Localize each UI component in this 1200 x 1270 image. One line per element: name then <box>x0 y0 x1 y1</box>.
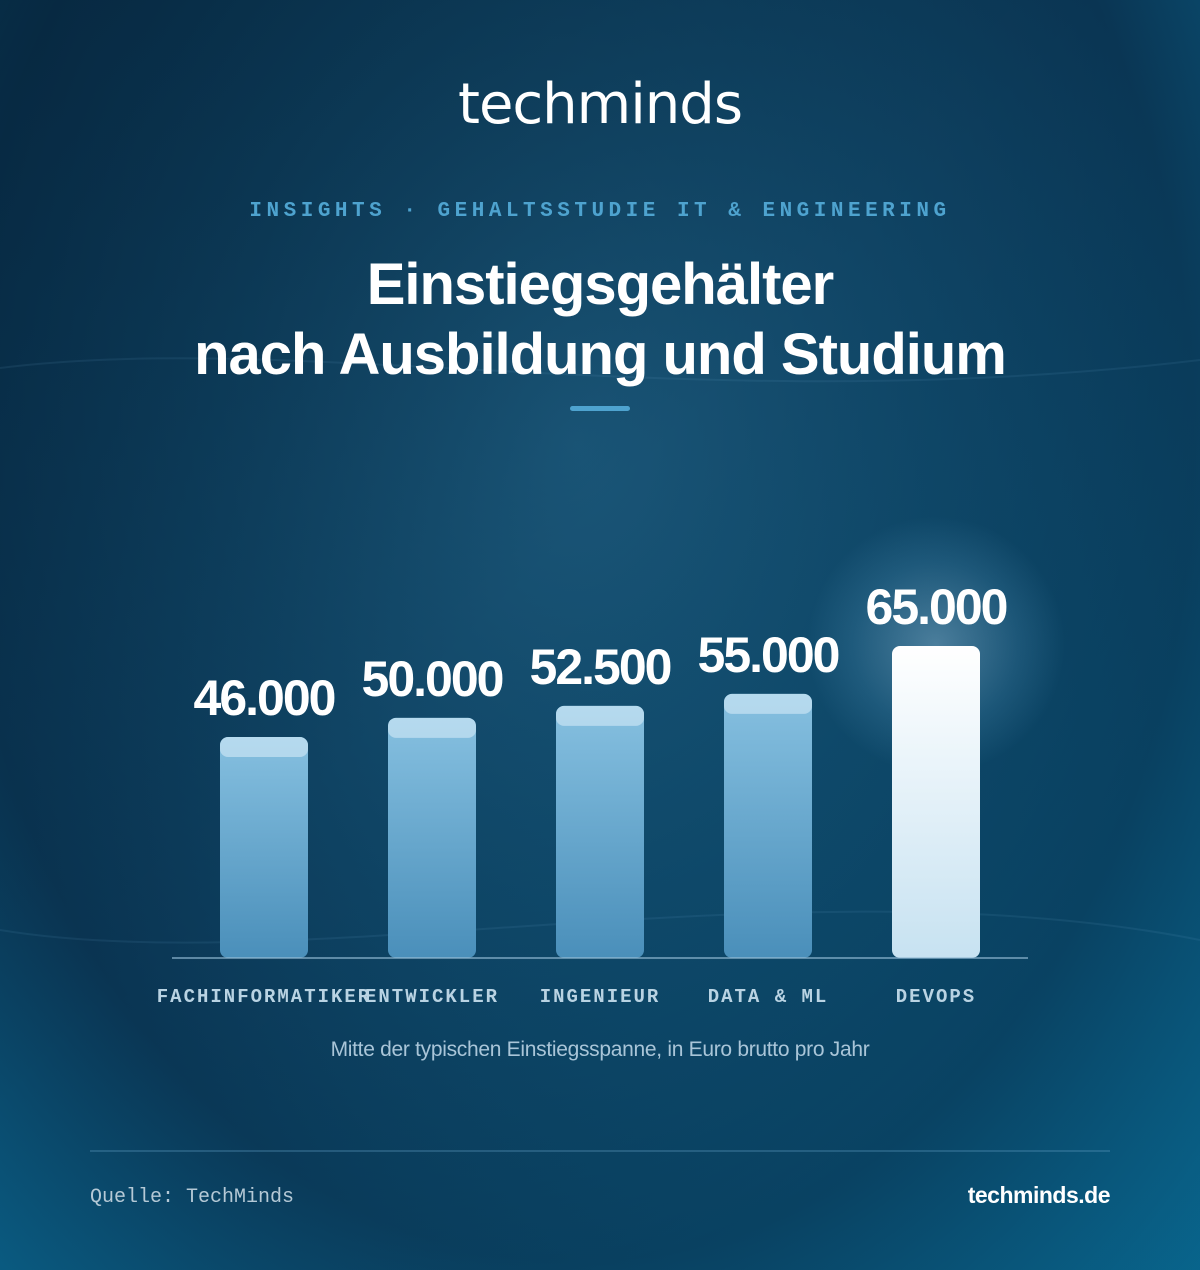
bar-3 <box>724 693 812 958</box>
bar-0 <box>220 737 308 958</box>
value-label-3: 55.000 <box>698 627 839 683</box>
chart-subtitle: Mitte der typischen Einstiegsspanne, in … <box>330 1038 870 1061</box>
source-note: Quelle: TechMinds <box>90 1186 295 1209</box>
category-label-2: INGENIEUR <box>540 986 661 1008</box>
value-label-1: 50.000 <box>362 651 503 707</box>
bar-4 <box>892 646 980 958</box>
title-line-1: Einstiegsgehälter <box>366 252 834 317</box>
title-line-2: nach Ausbildung und Studium <box>194 322 1007 387</box>
category-label-3: DATA & ML <box>708 986 829 1008</box>
website-link[interactable]: techminds.de <box>967 1182 1111 1208</box>
brand-logo: techminds <box>457 72 743 137</box>
bar-cap-3 <box>724 693 812 714</box>
bar-cap-0 <box>220 737 308 757</box>
value-label-0: 46.000 <box>194 670 335 726</box>
section-kicker: INSIGHTS · GEHALTSSTUDIE IT & ENGINEERIN… <box>249 200 951 223</box>
category-label-1: ENTWICKLER <box>365 986 499 1008</box>
bar-cap-2 <box>556 705 644 726</box>
footer-divider <box>90 1150 1110 1152</box>
value-label-2: 52.500 <box>530 639 671 695</box>
value-label-4: 65.000 <box>866 579 1007 635</box>
title-divider <box>570 406 630 411</box>
bar-1 <box>388 717 476 958</box>
bar-cap-1 <box>388 717 476 738</box>
bar-2 <box>556 705 644 958</box>
bars-group: 46.000 FACHINFORMATIKER 50.000 ENTWICKLER 52… <box>157 579 1009 1008</box>
category-label-0: FACHINFORMATIKER <box>157 986 371 1008</box>
page-title: Einstiegsgehälter nach Ausbildung und St… <box>0 250 1200 390</box>
category-label-4: DEVOPS <box>896 986 976 1008</box>
